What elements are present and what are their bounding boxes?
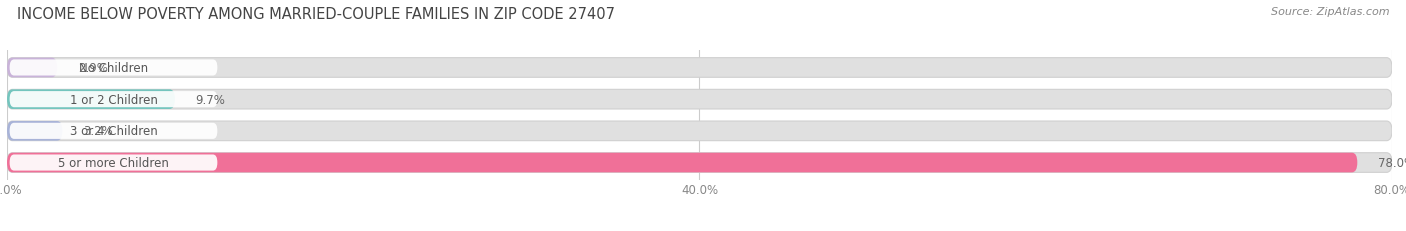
FancyBboxPatch shape — [10, 60, 218, 76]
Text: 78.0%: 78.0% — [1378, 156, 1406, 169]
Text: 9.7%: 9.7% — [195, 93, 225, 106]
Text: 2.9%: 2.9% — [77, 62, 108, 75]
Text: No Children: No Children — [79, 62, 148, 75]
FancyBboxPatch shape — [7, 153, 1357, 173]
Text: 3 or 4 Children: 3 or 4 Children — [70, 125, 157, 138]
Text: 1 or 2 Children: 1 or 2 Children — [69, 93, 157, 106]
FancyBboxPatch shape — [10, 155, 218, 171]
FancyBboxPatch shape — [7, 153, 1392, 173]
FancyBboxPatch shape — [10, 92, 218, 108]
FancyBboxPatch shape — [7, 122, 62, 141]
Text: 5 or more Children: 5 or more Children — [58, 156, 169, 169]
Text: 3.2%: 3.2% — [83, 125, 112, 138]
FancyBboxPatch shape — [7, 90, 174, 109]
FancyBboxPatch shape — [7, 58, 1392, 78]
FancyBboxPatch shape — [7, 58, 58, 78]
Text: Source: ZipAtlas.com: Source: ZipAtlas.com — [1271, 7, 1389, 17]
FancyBboxPatch shape — [7, 122, 1392, 141]
FancyBboxPatch shape — [7, 90, 1392, 109]
Text: INCOME BELOW POVERTY AMONG MARRIED-COUPLE FAMILIES IN ZIP CODE 27407: INCOME BELOW POVERTY AMONG MARRIED-COUPL… — [17, 7, 614, 22]
FancyBboxPatch shape — [10, 123, 218, 139]
